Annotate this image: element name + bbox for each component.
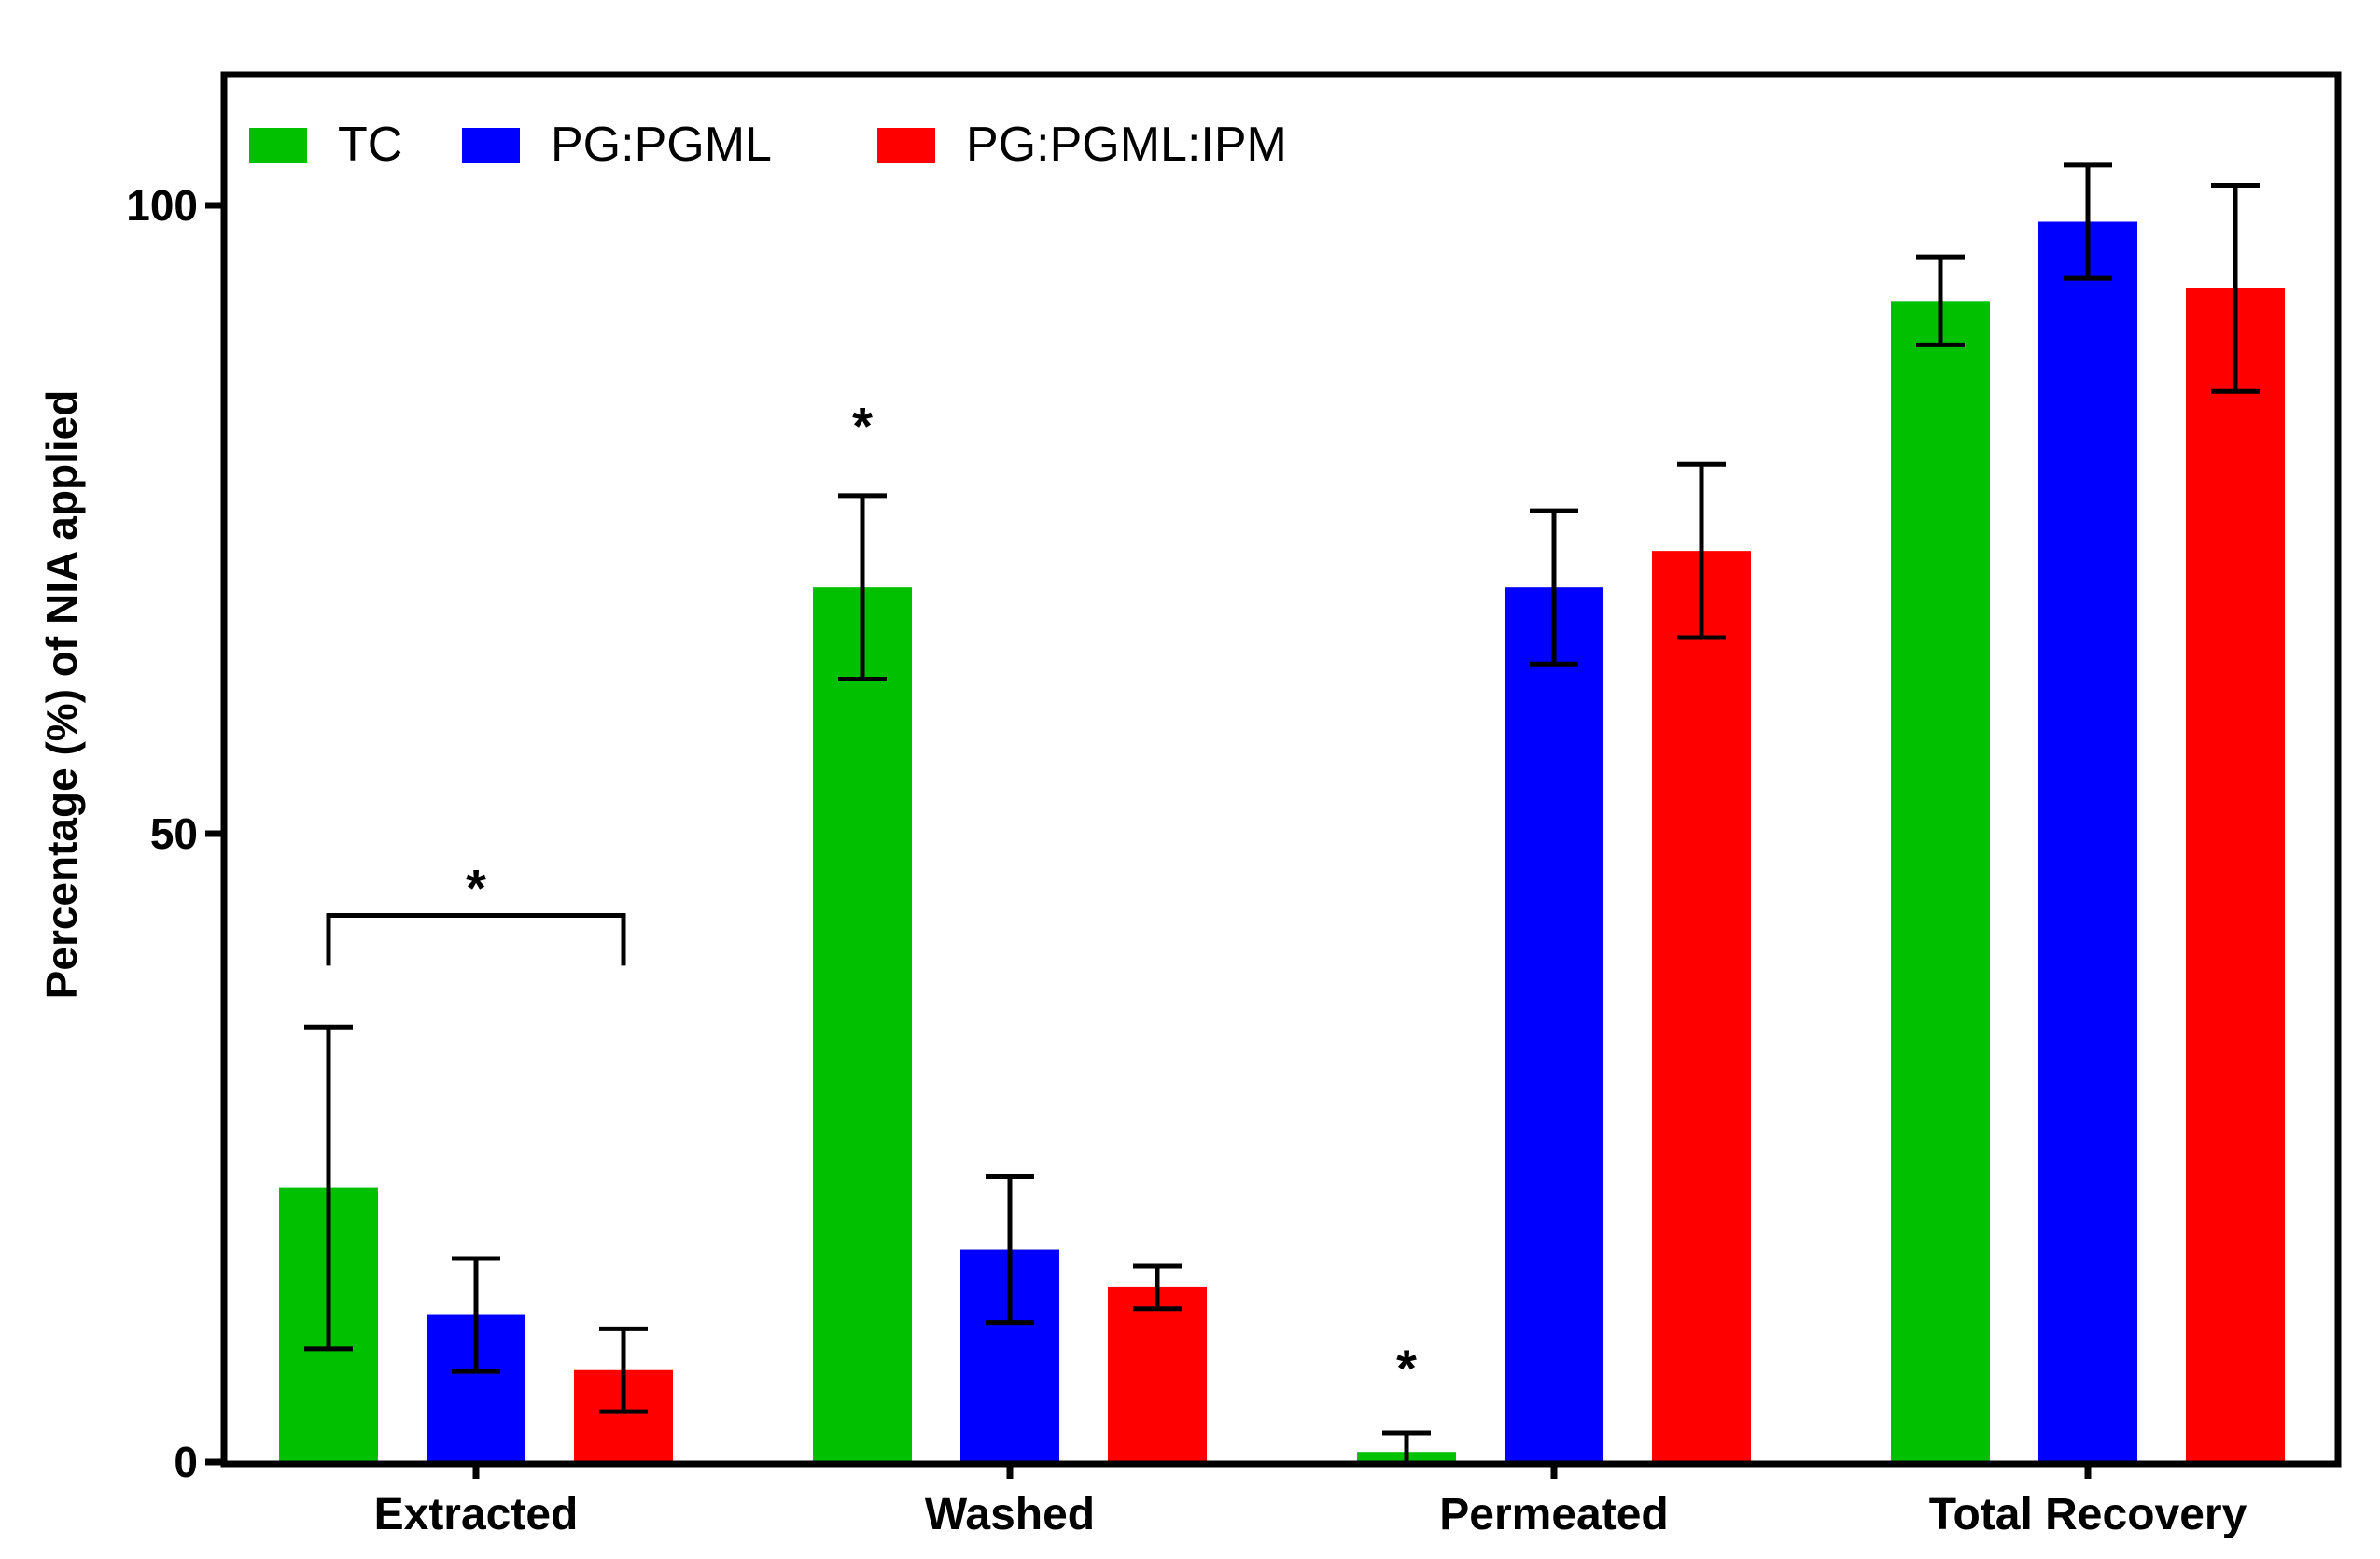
bar-pg-pgml-ipm-washed: [1108, 1286, 1207, 1462]
error-bar-pg-pgml-ipm-permeated: [1677, 461, 1726, 640]
x-axis: Extracted Washed Permeated Total Recovery: [374, 1464, 2247, 1539]
significance-bracket: [326, 912, 626, 966]
legend-label: PG:PGML:IPM: [966, 118, 1287, 172]
legend-swatch: [462, 128, 520, 163]
error-bar-pg-pgml-washed: [986, 1173, 1034, 1326]
legend-swatch: [877, 128, 935, 163]
annotations-layer: * * *: [326, 397, 1417, 1397]
y-axis-label: Percentage (%) of NIA applied: [37, 390, 86, 1000]
bar-pg-pgml-permeated: [1505, 587, 1603, 1462]
error-bar-pg-pgml-total-recovery: [2064, 162, 2112, 281]
y-axis: 0 50 100: [126, 181, 224, 1486]
bar-tc-total-recovery: [1891, 301, 1990, 1462]
bar-tc-washed: [813, 587, 912, 1462]
bars-layer: [279, 221, 2285, 1463]
bar-pg-pgml-ipm-permeated: [1652, 551, 1751, 1462]
error-bar-tc-total-recovery: [1916, 254, 1965, 347]
legend-label: TC: [338, 118, 402, 172]
significance-star: *: [466, 858, 486, 917]
error-bar-pg-pgml-ipm-total-recovery: [2211, 182, 2260, 394]
error-bar-tc-extracted: [304, 1024, 353, 1352]
error-bar-pg-pgml-extracted: [452, 1256, 500, 1374]
error-bar-pg-pgml-permeated: [1530, 508, 1578, 667]
legend-label: PG:PGML: [551, 118, 772, 172]
significance-star: *: [1396, 1339, 1417, 1397]
error-bar-tc-washed: [838, 493, 887, 681]
x-tick-label: Washed: [925, 1490, 1095, 1539]
significance-star: *: [852, 397, 873, 456]
plot-frame: [220, 71, 2342, 1468]
y-tick-label: 0: [174, 1438, 198, 1486]
x-tick-label: Permeated: [1439, 1490, 1668, 1539]
error-bar-tc-permeated: [1382, 1430, 1431, 1462]
error-bars-layer: [304, 162, 2260, 1462]
y-tick-label: 50: [150, 809, 198, 858]
error-bar-pg-pgml-ipm-washed: [1133, 1263, 1182, 1312]
bar-pg-pgml-total-recovery: [2038, 221, 2137, 1462]
legend: TC PG:PGML PG:PGML:IPM: [249, 118, 1287, 172]
error-bar-pg-pgml-ipm-extracted: [599, 1326, 648, 1414]
x-tick-label: Extracted: [374, 1490, 579, 1539]
y-tick-label: 100: [126, 181, 198, 230]
legend-swatch: [249, 128, 307, 163]
bar-pg-pgml-ipm-total-recovery: [2186, 288, 2285, 1463]
x-tick-label: Total Recovery: [1929, 1490, 2247, 1539]
